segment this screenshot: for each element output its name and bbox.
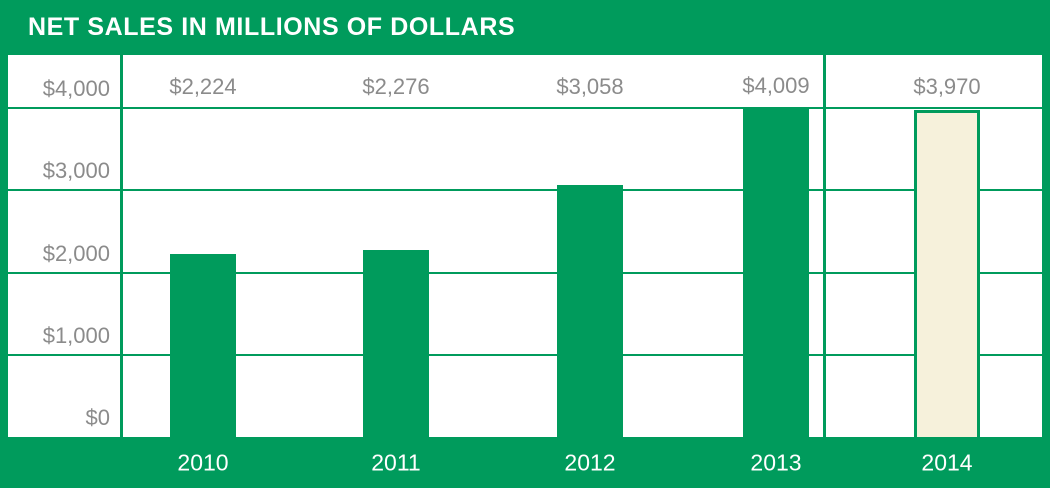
bar-value-label: $3,970 [913, 74, 981, 99]
highlight-column-separator [823, 55, 826, 437]
gridline [8, 107, 1042, 109]
y-axis-tick-label: $1,000 [42, 322, 110, 348]
bar-2011 [363, 250, 429, 437]
chart-title: NET SALES IN MILLIONS OF DOLLARS [28, 13, 516, 41]
bar-value-label: $2,276 [362, 74, 430, 99]
bar-2014 [914, 110, 980, 437]
bar-2010 [170, 254, 236, 437]
bar-value-label: $4,009 [742, 73, 810, 98]
bar-2012 [557, 185, 623, 437]
bar-2013 [743, 107, 809, 437]
y-axis-tick-label: $0 [85, 405, 110, 430]
x-axis-label-2013: 2013 [750, 449, 802, 475]
x-axis-label-2011: 2011 [371, 449, 421, 475]
x-axis-label-2014: 2014 [921, 449, 973, 475]
gridline [8, 271, 1042, 274]
plot-area: $4,000 $3,000 $2,000 $1,000 $0 $2,224 $2,276 $3… [8, 55, 1042, 437]
x-axis-label-2010: 2010 [177, 449, 229, 475]
bar-value-label: $2,224 [169, 74, 237, 99]
chart-header: NET SALES IN MILLIONS OF DOLLARS [0, 0, 1050, 55]
bar-value-label: $3,058 [556, 74, 624, 99]
y-axis-tick-label: $2,000 [42, 240, 110, 266]
gridline [8, 353, 1042, 356]
y-axis-line [120, 55, 123, 437]
x-axis-band: 2010 2011 2012 2013 2014 [8, 437, 1042, 488]
y-axis-tick-label: $3,000 [42, 158, 110, 184]
gridline [8, 189, 1042, 192]
y-axis-tick-label: $4,000 [42, 76, 110, 101]
x-axis-label-2012: 2012 [564, 449, 616, 475]
